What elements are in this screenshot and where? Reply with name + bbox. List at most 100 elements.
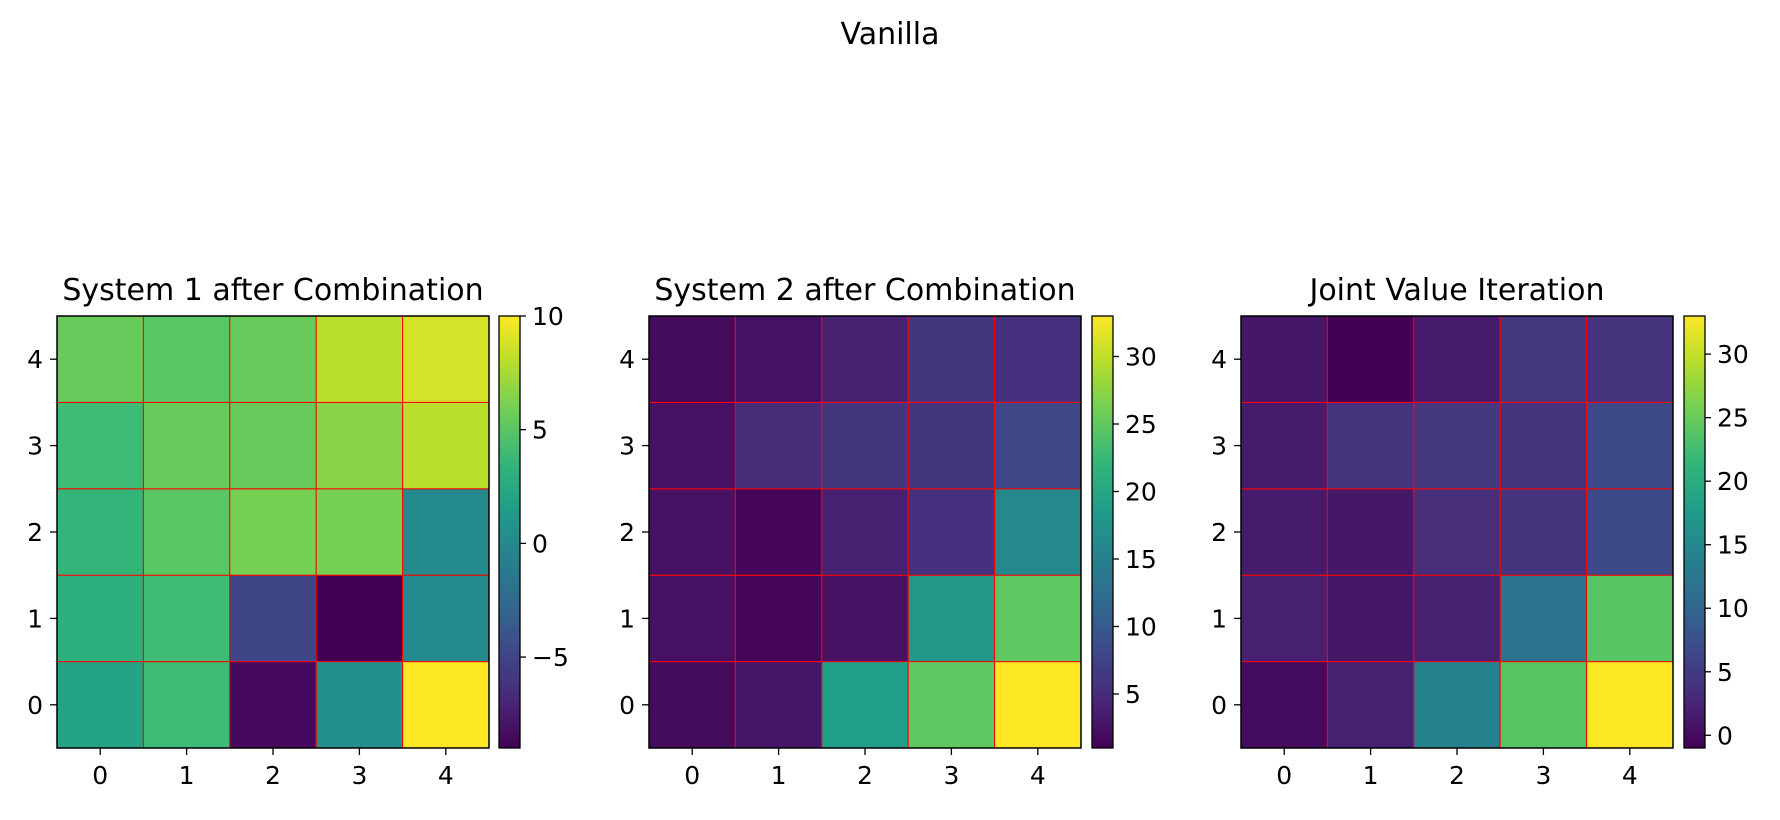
heatmap-cell-x1-y1 [142,574,231,663]
x-tick-label: 3 [351,761,367,790]
heatmap-cell-x4-y0 [994,661,1082,749]
heatmap-cell-x0-y0 [1240,661,1328,749]
x-tick-label: 0 [92,761,108,790]
x-tick-label: 2 [1449,761,1465,790]
heatmap-cell-x1-y2 [142,488,231,576]
colorbar-tick-label: 25 [1717,404,1749,433]
panel-title: System 2 after Combination [654,273,1075,308]
heatmap-cell-x4-y1 [402,574,490,663]
heatmap-cell-x2-y3 [229,401,317,490]
y-tick-label: 1 [1211,604,1227,633]
heatmap-cell-x1-y4 [142,315,231,403]
panel-title: Joint Value Iteration [1307,273,1604,308]
y-tick-label: 2 [27,518,43,547]
heatmap-cell-x4-y3 [1586,401,1674,490]
heatmap-cell-x1-y0 [142,661,231,749]
colorbar-tick-label: 5 [1717,658,1733,687]
heatmap-cell-x4-y1 [994,574,1082,663]
x-tick-label: 1 [1363,761,1379,790]
y-tick-label: 2 [1211,518,1227,547]
heatmap-cell-x3-y4 [315,315,404,403]
heatmap-cell-x2-y1 [229,574,317,663]
x-tick-label: 4 [1622,761,1638,790]
heatmap-cell-x1-y3 [734,401,823,490]
y-tick-label: 1 [619,604,635,633]
colorbar [1091,315,1114,749]
heatmap-cell-x2-y0 [229,661,317,749]
colorbar-tick-label: 10 [532,302,564,331]
panel-title: System 1 after Combination [62,273,483,308]
colorbar-tick-label: 30 [1125,343,1157,372]
heatmap-cell-x0-y1 [648,574,736,663]
heatmap-cell-x0-y2 [1240,488,1328,576]
heatmap-cell-x4-y2 [1586,488,1674,576]
heatmap-cell-x2-y2 [229,488,317,576]
heatmap-cell-x1-y2 [1326,488,1415,576]
colorbar [498,315,521,749]
colorbar-tick-label: 5 [1125,680,1141,709]
colorbar-tick-label: 25 [1125,410,1157,439]
heatmap-cell-x4-y4 [1586,315,1674,403]
colorbar-tick-label: 10 [1125,613,1157,642]
colorbar-tick-label: 20 [1125,478,1157,507]
heatmap-cell-x0-y1 [1240,574,1328,663]
heatmap-cell-x4-y3 [402,401,490,490]
x-tick-label: 0 [684,761,700,790]
heatmap-cell-x2-y2 [1413,488,1501,576]
colorbar-tick-label: 15 [1125,545,1157,574]
y-tick-label: 0 [27,691,43,720]
heatmap-cell-x3-y2 [907,488,996,576]
heatmap-cell-x2-y0 [821,661,909,749]
heatmap-cell-x1-y0 [734,661,823,749]
colorbar-tick-label: 10 [1717,594,1749,623]
x-tick-label: 4 [1030,761,1046,790]
heatmap-cell-x4-y2 [994,488,1082,576]
heatmap-cell-x0-y3 [648,401,736,490]
heatmap-cell-x2-y0 [1413,661,1501,749]
heatmap-cell-x0-y3 [1240,401,1328,490]
colorbar-tick-label: 0 [1717,721,1733,750]
y-tick-label: 0 [619,691,635,720]
colorbar-tick-label: 15 [1717,531,1749,560]
y-tick-label: 3 [1211,432,1227,461]
colorbar-tick-label: −5 [532,643,569,672]
heatmap-cell-x3-y1 [907,574,996,663]
heatmap-cell-x0-y1 [56,574,144,663]
heatmap-cell-x0-y4 [648,315,736,403]
heatmap-cell-x2-y1 [821,574,909,663]
heatmap-cell-x1-y4 [734,315,823,403]
heatmap-cell-x1-y1 [734,574,823,663]
heatmap-cell-x3-y2 [315,488,404,576]
heatmap-cell-x1-y3 [1326,401,1415,490]
x-tick-label: 3 [943,761,959,790]
colorbar-tick-label: 30 [1717,340,1749,369]
heatmap-panel-2: System 2 after Combination 0 1 2 3 4 0 1 2 3 4 5 10 1… [619,273,1157,790]
heatmap-cell-x2-y1 [1413,574,1501,663]
y-tick-label: 4 [619,345,635,374]
y-tick-label: 3 [619,432,635,461]
heatmap-cell-x2-y3 [821,401,909,490]
colorbar [1683,315,1706,749]
heatmap-cell-x0-y2 [56,488,144,576]
heatmap-cell-x2-y4 [1413,315,1501,403]
heatmap-cell-x3-y3 [1499,401,1588,490]
x-tick-label: 4 [438,761,454,790]
heatmap-panel-3: Joint Value Iteration 0 1 2 3 4 0 1 2 3 4 0 5 10 15 20 2… [1211,273,1749,790]
heatmap-cell-x2-y2 [821,488,909,576]
x-tick-label: 2 [265,761,281,790]
y-tick-label: 1 [27,604,43,633]
heatmap-cell-x0-y2 [648,488,736,576]
heatmap-panel-1: System 1 after Combination 0 1 2 3 4 0 1 2 3 4 −5 0 5… [27,273,569,790]
y-tick-label: 4 [27,345,43,374]
heatmap-cell-x3-y0 [907,661,996,749]
y-tick-label: 3 [27,432,43,461]
heatmap-cell-x3-y4 [907,315,996,403]
heatmap-cell-x4-y1 [1586,574,1674,663]
heatmap-cell-x3-y1 [315,574,404,663]
heatmap-cell-x4-y3 [994,401,1082,490]
heatmap-cell-x0-y0 [56,661,144,749]
heatmap-cell-x4-y0 [402,661,490,749]
x-tick-label: 1 [771,761,787,790]
